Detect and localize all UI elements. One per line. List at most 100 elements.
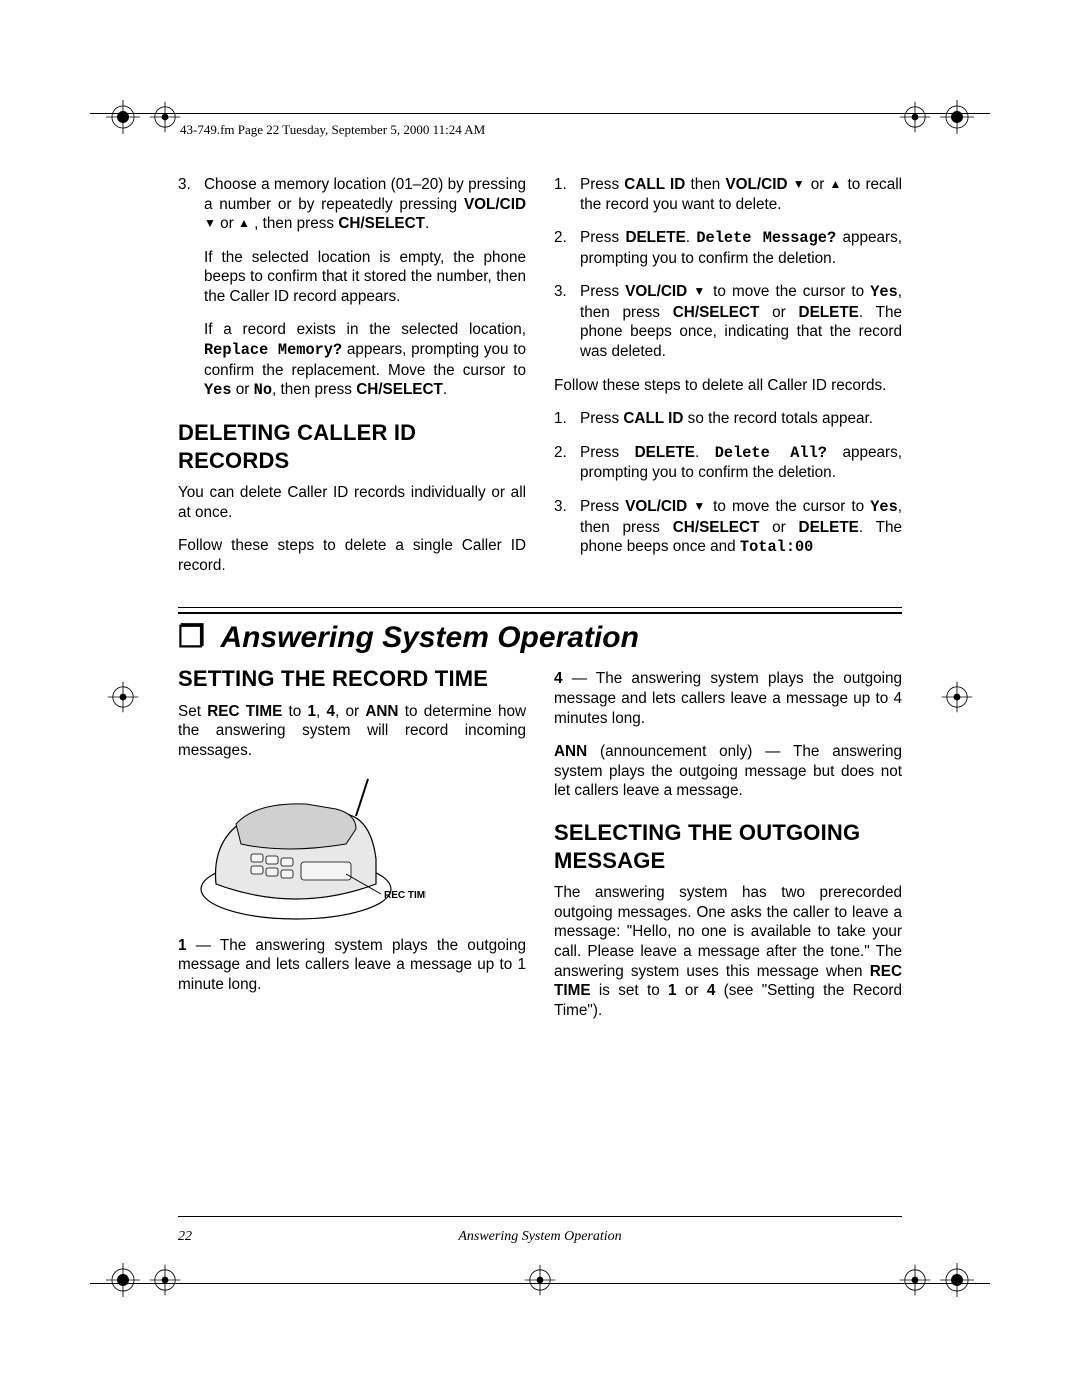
body-text: is set to (591, 982, 669, 999)
display-text: Yes (870, 283, 898, 301)
reg-mark-icon (106, 1263, 140, 1297)
body-text: If a record exists in the selected locat… (204, 321, 526, 338)
paragraph: 4 — The answering system plays the outgo… (554, 669, 902, 728)
body-text: . (686, 229, 697, 246)
right-column: 1. Press CALL ID then VOL/CID ▼ or ▲ to … (554, 175, 902, 589)
key-label: VOL/CID (625, 283, 687, 300)
phone-illustration: REC TIME (196, 774, 526, 930)
display-text: No (254, 381, 272, 399)
body-text: to move the cursor to (707, 498, 870, 515)
body-text: to (282, 703, 307, 720)
body-text: or (216, 215, 238, 232)
body-text: Set (178, 703, 207, 720)
reg-target-icon (148, 100, 182, 134)
body-text: then (685, 176, 725, 193)
display-text: Delete All? (715, 444, 827, 462)
body-text: Press (580, 283, 625, 300)
page-number: 22 (178, 1229, 218, 1245)
key-label: CALL ID (624, 176, 685, 193)
key-label: 1 (308, 703, 317, 720)
display-text: Replace Memory? (204, 341, 342, 359)
key-label: 1 (668, 982, 677, 999)
left-column: 3. Choose a memory location (01–20) by p… (178, 175, 526, 589)
key-label: CH/SELECT (338, 215, 425, 232)
right-column-lower: 4 — The answering system plays the outgo… (554, 665, 902, 1034)
reg-target-icon (148, 1263, 182, 1297)
body-text: The answering system has two prerecorded… (554, 884, 902, 979)
down-arrow-icon: ▼ (693, 499, 707, 513)
key-label: DELETE (799, 519, 859, 536)
body-text: — The answering system plays the outgoin… (178, 937, 526, 993)
body-text: , or (335, 703, 365, 720)
body-text: or (759, 519, 798, 536)
paragraph: If a record exists in the selected locat… (204, 320, 526, 400)
body-text: , (316, 703, 326, 720)
list-item: 2. Press DELETE. Delete Message? appears… (554, 228, 902, 268)
key-label: REC TIME (207, 703, 282, 720)
body-text: Press (580, 410, 623, 427)
display-text: Delete Message? (696, 229, 836, 247)
body-text: so the record totals appear. (683, 410, 873, 427)
key-label: CALL ID (623, 410, 683, 427)
checkbox-icon: ❐ (178, 621, 205, 654)
key-label: 1 (178, 937, 187, 954)
reg-target-icon (898, 1263, 932, 1297)
left-column-lower: SETTING THE RECORD TIME Set REC TIME to … (178, 665, 526, 1034)
key-label: DELETE (799, 304, 859, 321)
paragraph: Set REC TIME to 1, 4, or ANN to determin… (178, 702, 526, 761)
key-label: ANN (554, 743, 587, 760)
reg-mark-icon (940, 1263, 974, 1297)
body-text: Press (580, 444, 635, 461)
body-text: If the selected location is empty, the p… (204, 248, 526, 307)
body-text: or (806, 176, 830, 193)
body-text: You can delete Caller ID records individ… (178, 483, 526, 522)
body-text: , then press (272, 381, 356, 398)
reg-target-icon (523, 1263, 557, 1297)
body-text: Press (580, 229, 625, 246)
lower-columns: SETTING THE RECORD TIME Set REC TIME to … (178, 665, 902, 1034)
page: 43-749.fm Page 22 Tuesday, September 5, … (0, 0, 1080, 1397)
display-text: Yes (204, 381, 232, 399)
section-title: ❐ Answering System Operation (178, 620, 902, 655)
key-label: DELETE (635, 444, 695, 461)
body-text: or (677, 982, 707, 999)
display-text: Total:00 (740, 538, 813, 556)
body-text: — The answering system plays the outgoin… (554, 670, 902, 726)
rec-time-label: REC TIME (384, 890, 426, 901)
key-label: ANN (365, 703, 398, 720)
body-text: . (425, 215, 429, 232)
list-item: 1. Press CALL ID so the record totals ap… (554, 409, 902, 429)
reg-target-icon (940, 680, 974, 714)
page-footer: 22 Answering System Operation (178, 1229, 902, 1245)
key-label: VOL/CID (464, 196, 526, 213)
paragraph: The answering system has two prerecorded… (554, 883, 902, 1020)
list-item: 1. Press CALL ID then VOL/CID ▼ or ▲ to … (554, 175, 902, 214)
list-item: 3. Press VOL/CID ▼ to move the cursor to… (554, 282, 902, 361)
footer-title: Answering System Operation (218, 1229, 862, 1245)
reg-mark-icon (940, 100, 974, 134)
page-header: 43-749.fm Page 22 Tuesday, September 5, … (180, 122, 485, 138)
section-title-text: Answering System Operation (220, 621, 638, 654)
list-item: 3. Press VOL/CID ▼ to move the cursor to… (554, 497, 902, 558)
reg-target-icon (898, 100, 932, 134)
body-text: (announcement only) — The answering syst… (554, 743, 902, 799)
key-label: CH/SELECT (673, 519, 760, 536)
body-text: or (232, 381, 254, 398)
body-text: Press (580, 498, 625, 515)
content-area: 3. Choose a memory location (01–20) by p… (178, 175, 902, 1034)
divider-thick (178, 612, 902, 614)
footer-divider (178, 1216, 902, 1217)
up-arrow-icon: ▲ (830, 177, 843, 191)
body-text: . (695, 444, 715, 461)
key-label: 4 (554, 670, 563, 687)
key-label: 4 (327, 703, 336, 720)
paragraph: ANN (announcement only) — The answering … (554, 742, 902, 801)
down-arrow-icon: ▼ (204, 216, 216, 230)
key-label: VOL/CID (625, 498, 687, 515)
body-text: to move the cursor to (707, 283, 870, 300)
key-label: CH/SELECT (673, 304, 760, 321)
upper-columns: 3. Choose a memory location (01–20) by p… (178, 175, 902, 589)
key-label: VOL/CID (725, 176, 787, 193)
body-text: Follow these steps to delete a single Ca… (178, 536, 526, 575)
key-label: DELETE (625, 229, 685, 246)
